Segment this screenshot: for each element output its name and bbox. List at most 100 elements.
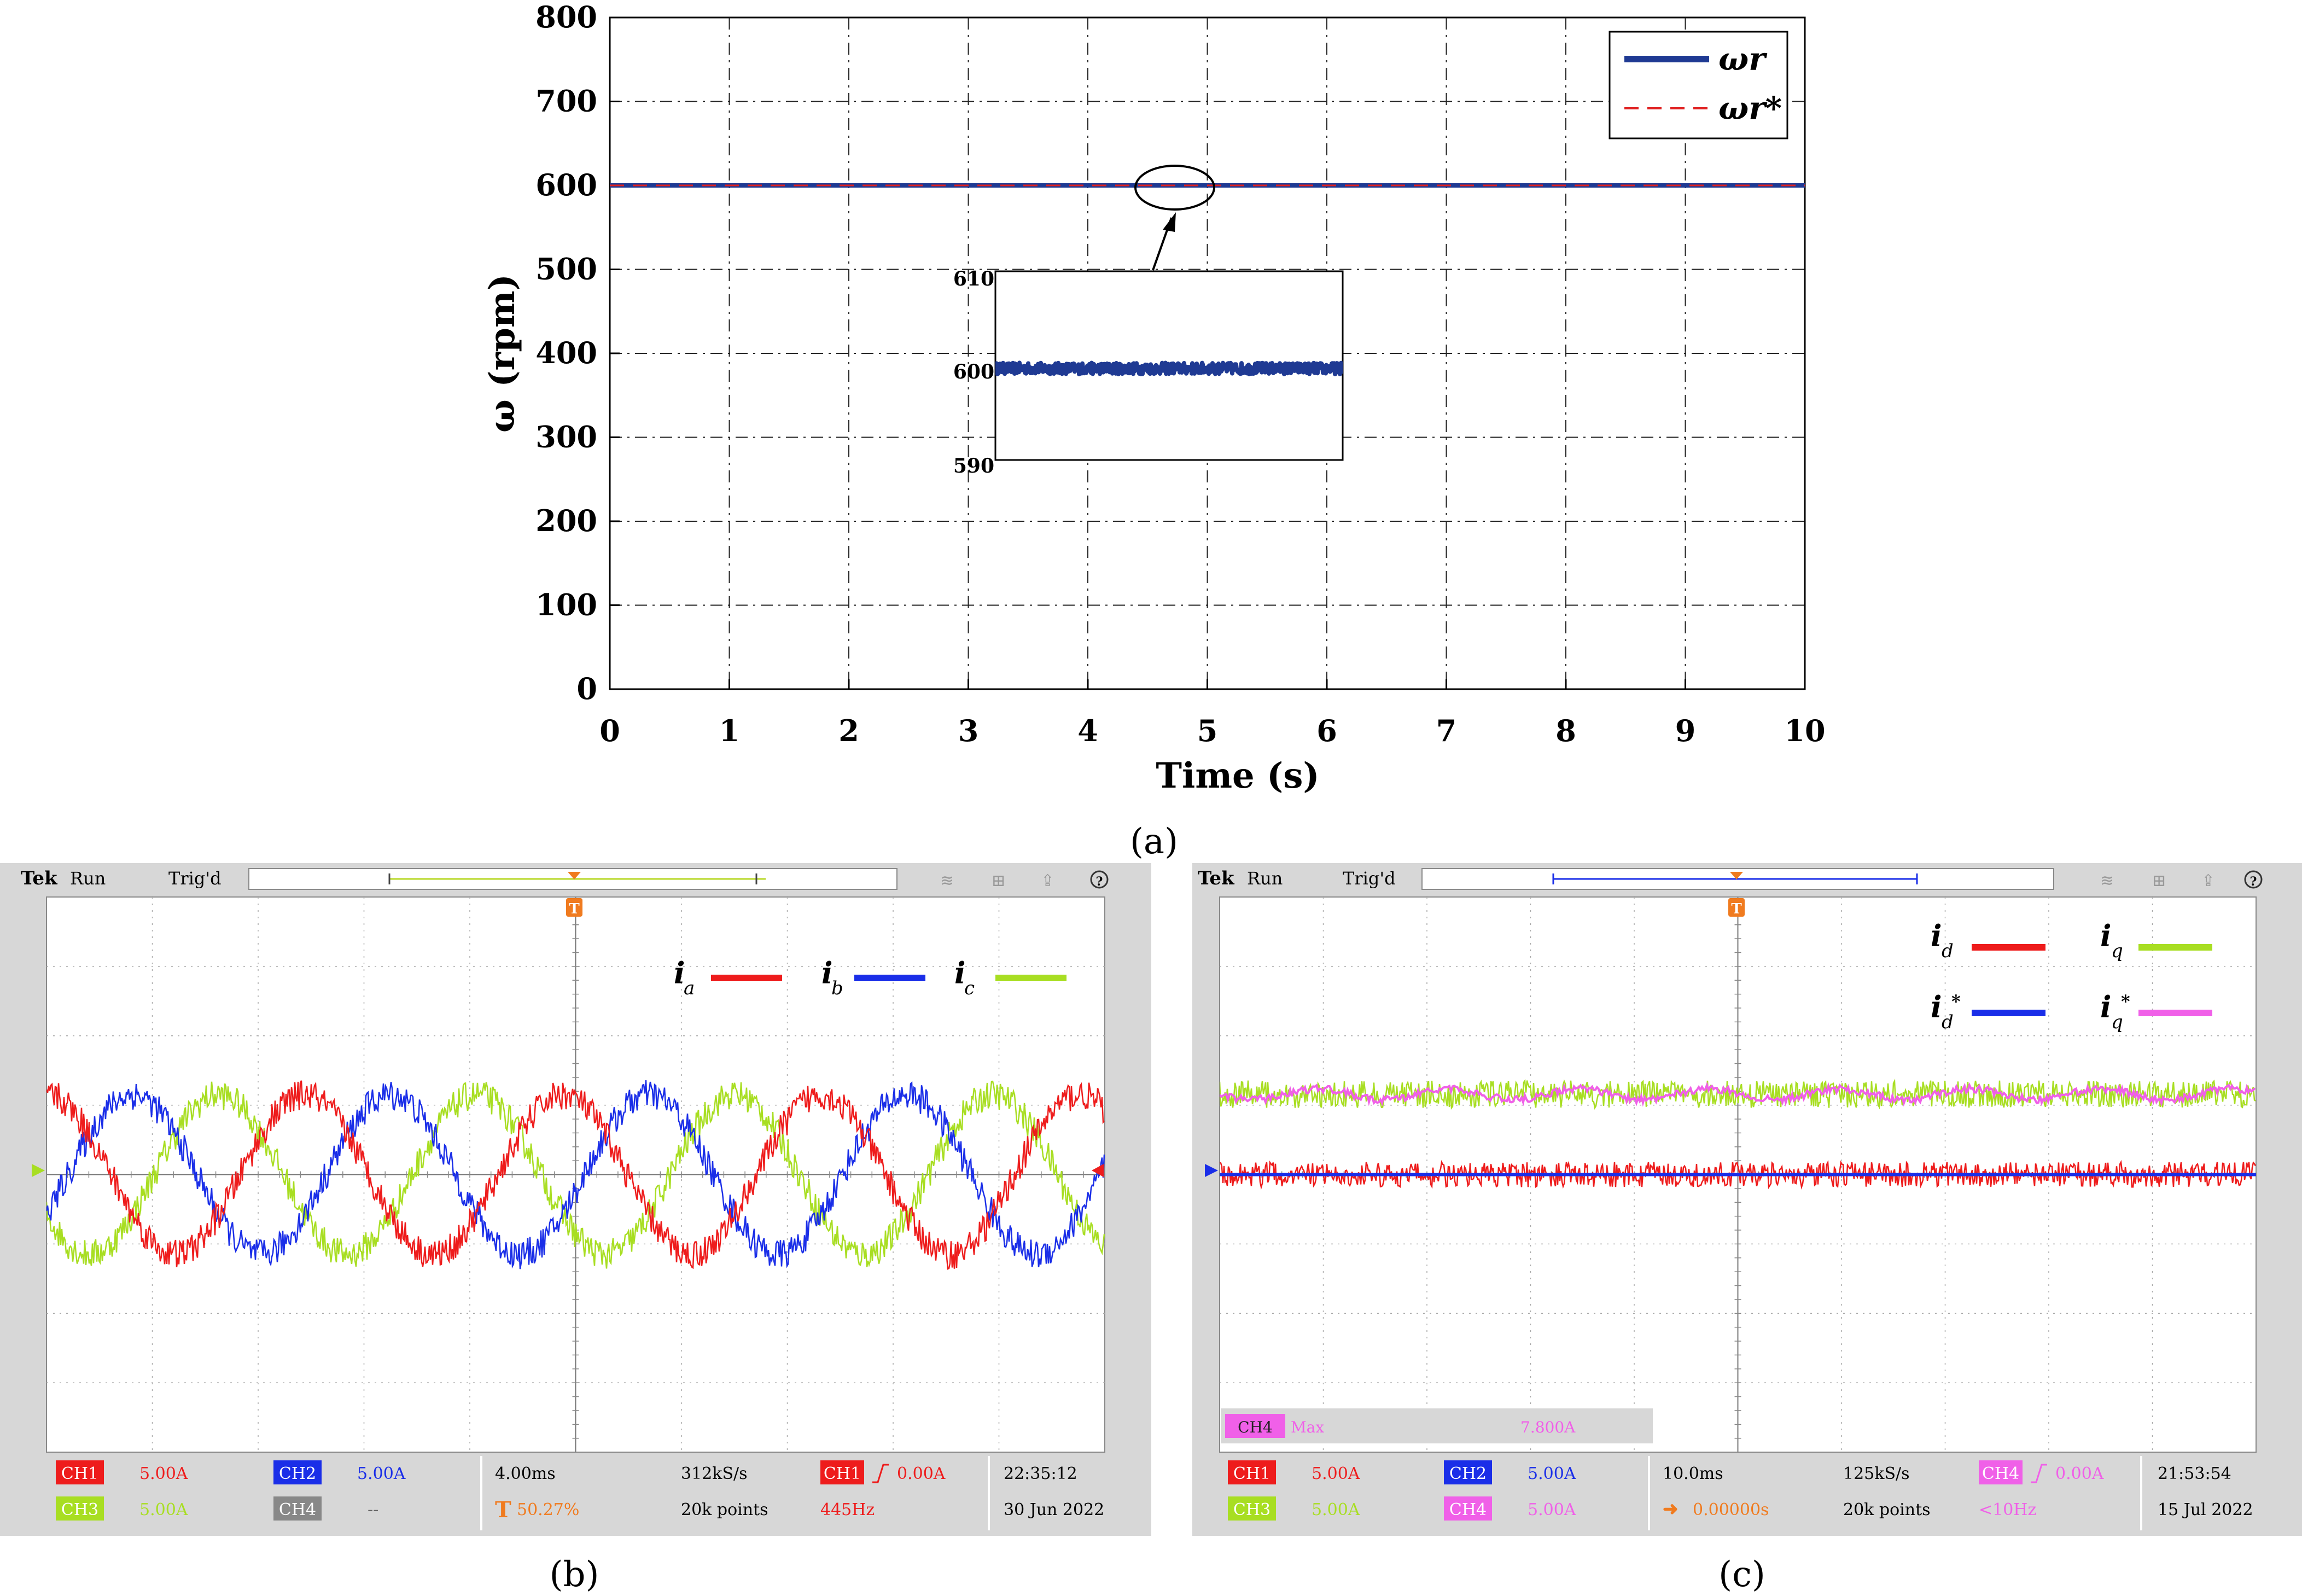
y-tick-label: 0 [576, 671, 597, 706]
y-tick-label: 500 [535, 252, 597, 287]
panel-b-scope: Tek Run Trig'd ≋ ⊞ ⇪ ? T i a i b i [0, 863, 1151, 1595]
trigger-delay: 0.00000s [1693, 1500, 1769, 1519]
wave-id [1220, 1160, 2256, 1190]
ch4-badge: CH4 [1449, 1500, 1487, 1519]
ch4-badge: CH4 [279, 1500, 316, 1519]
measure-channel: CH4 [1238, 1418, 1273, 1436]
measurement-box: CH4 Max 7.800A [1221, 1408, 1653, 1443]
wifi-icon: ≋ [2100, 871, 2114, 890]
x-tick-label: 0 [599, 713, 620, 748]
svg-text:a: a [684, 977, 695, 999]
y-axis-label: ω (rpm) [482, 274, 523, 433]
scope-trigger-status: Trig'd [1343, 868, 1396, 889]
scope-waveforms [46, 1080, 1105, 1270]
trigger-position-marker [1730, 872, 1743, 879]
x-tick-label: 9 [1675, 713, 1696, 748]
svg-text:?: ? [2250, 875, 2257, 889]
legend-id: i [1931, 918, 1942, 953]
sample-rate: 312kS/s [681, 1464, 748, 1483]
y-tick-label: 100 [535, 587, 597, 622]
x-tick-label: 5 [1197, 713, 1218, 748]
scope-c-footer: CH1 5.00A CH2 5.00A CH3 5.00A CH4 5.00A … [1220, 1455, 2256, 1530]
scope-b-footer: CH1 5.00A CH2 5.00A CH3 5.00A CH4 -- 4.0… [46, 1455, 1105, 1530]
x-tick-label: 3 [958, 713, 979, 748]
clock-date: 30 Jun 2022 [1004, 1500, 1104, 1519]
x-tick-label: 8 [1555, 713, 1576, 748]
trigger-pos-icon: T [495, 1497, 511, 1523]
y-tick-label: 700 [535, 84, 597, 119]
y-tick-label: 300 [535, 420, 597, 455]
inset-tick-610: 610 [953, 267, 994, 290]
wave-ic [46, 1080, 1105, 1269]
legend-ib: i [821, 956, 833, 991]
ch2-ground-marker [1205, 1164, 1218, 1177]
trigger-t-icon [1728, 898, 1745, 917]
x-tick-label: 10 [1784, 713, 1825, 748]
y-tick-label: 600 [535, 167, 597, 202]
zoom-ellipse [1134, 165, 1215, 211]
svg-text:?: ? [1096, 875, 1103, 889]
svg-text:c: c [964, 977, 975, 999]
wifi-icon: ≋ [940, 871, 954, 890]
ch2-scale: 5.00A [1528, 1464, 1576, 1483]
trigger-position: 50.27% [517, 1500, 579, 1519]
legend-iq-ref: i [2100, 989, 2112, 1024]
trigger-position-marker [568, 872, 581, 879]
svg-text:d: d [1942, 940, 1954, 962]
sample-rate: 125kS/s [1843, 1464, 1910, 1483]
svg-text:q: q [2111, 1011, 2123, 1033]
scope-trigger-status: Trig'd [168, 868, 222, 889]
scope-b-legend: i a i b i c [674, 956, 1067, 999]
scope-grid [46, 896, 1105, 1453]
svg-text:d: d [1942, 1011, 1954, 1033]
trigger-t-icon [566, 898, 582, 917]
scope-brand: Tek [1198, 867, 1235, 889]
help-icon [2244, 870, 2263, 889]
network-icon: ⊞ [2152, 871, 2166, 890]
ch4-scale: -- [368, 1500, 378, 1519]
ch1-scale: 5.00A [1312, 1464, 1360, 1483]
x-tick-label: 4 [1077, 713, 1098, 748]
network-icon: ⊞ [992, 871, 1005, 890]
scope-waveforms [1220, 1078, 2256, 1190]
svg-text:*: * [2121, 991, 2130, 1012]
zoom-arrowhead [1163, 212, 1176, 232]
legend-id-ref: i [1931, 989, 1942, 1024]
legend-ia: i [674, 956, 685, 991]
ch3-badge: CH3 [1233, 1500, 1271, 1519]
clock-time: 22:35:12 [1004, 1464, 1077, 1483]
wave-iq-ref [1220, 1081, 2256, 1107]
y-tick-label: 200 [535, 503, 597, 538]
svg-text:T: T [569, 901, 580, 917]
ch2-badge: CH2 [279, 1464, 316, 1483]
rising-edge-icon [2031, 1464, 2047, 1483]
ch3-ground-marker [32, 1164, 45, 1177]
ch1-badge: CH1 [1233, 1464, 1271, 1483]
y-tick-label: 400 [535, 335, 597, 370]
help-icon [1090, 870, 1109, 889]
svg-text:*: * [1951, 991, 1961, 1012]
trigger-source-badge: CH4 [1982, 1464, 2019, 1483]
legend-label-omega-r-ref: ωr* [1718, 90, 1782, 127]
clock-time: 21:53:54 [2158, 1464, 2231, 1483]
inset-tick-600: 600 [953, 360, 994, 383]
trigger-level: 0.00A [2055, 1464, 2104, 1483]
timebase: 4.00ms [495, 1464, 556, 1483]
scope-run-status: Run [1247, 868, 1283, 889]
ch1-badge: CH1 [61, 1464, 98, 1483]
x-tick-label: 7 [1436, 713, 1457, 748]
ch1-scale: 5.00A [139, 1464, 188, 1483]
measure-type: Max [1291, 1418, 1324, 1436]
wave-ib [46, 1080, 1105, 1269]
trigger-delay-icon: ➜ [1663, 1498, 1679, 1520]
svg-text:q: q [2111, 940, 2123, 962]
inset: 610 600 590 [953, 267, 1344, 477]
record-length: 20k points [1843, 1500, 1931, 1519]
scope-c-legend: i d i q i d * i q * [1931, 918, 2212, 1033]
legend-ic: i [954, 956, 966, 991]
record-length: 20k points [681, 1500, 768, 1519]
rising-edge-icon [872, 1464, 889, 1483]
